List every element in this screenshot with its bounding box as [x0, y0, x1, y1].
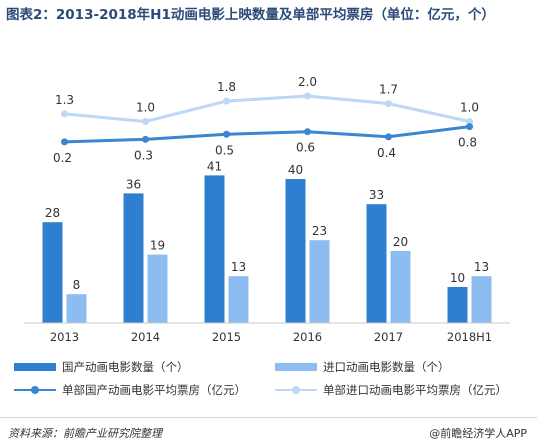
bar-series1	[42, 222, 63, 323]
x-tick-label: 2018H1	[447, 330, 492, 344]
bar-series1	[123, 193, 144, 323]
bar-value-label: 19	[150, 239, 165, 253]
bar-series1	[204, 175, 225, 323]
legend-item-bar2: 进口动画电影数量（个）	[275, 359, 450, 375]
bar-series1	[366, 204, 387, 323]
legend-label-bar2: 进口动画电影数量（个）	[323, 360, 450, 374]
line-value-label: 0.3	[134, 148, 153, 162]
x-tick-label: 2016	[293, 330, 322, 344]
bar-value-label: 28	[45, 206, 60, 220]
line-value-label: 1.0	[460, 101, 479, 115]
bar-series2	[66, 294, 87, 323]
bar-value-label: 41	[207, 159, 222, 173]
bar-value-label: 13	[474, 260, 489, 274]
line-value-label: 0.8	[458, 136, 477, 150]
line-value-label: 1.7	[379, 83, 398, 97]
line-series2	[64, 94, 470, 124]
x-tick-label: 2015	[212, 330, 241, 344]
legend-swatch-line1	[14, 385, 56, 395]
line-value-label: 0.6	[296, 141, 315, 155]
footer-divider	[0, 417, 537, 418]
line-point-series2	[61, 110, 68, 118]
line-point-series2	[466, 118, 473, 125]
line-point-series1	[466, 123, 473, 131]
line-value-label: 1.3	[55, 93, 74, 107]
bar-series2	[309, 240, 330, 323]
line-value-label: 0.2	[53, 151, 72, 165]
bar-value-label: 23	[312, 224, 327, 238]
legend-label-line2: 单部进口动画电影平均票房（亿元）	[323, 383, 507, 397]
line-point-series2	[304, 92, 311, 100]
line-value-label: 1.0	[136, 101, 155, 115]
line-value-label: 2.0	[298, 75, 317, 89]
line-point-series1	[385, 133, 392, 141]
bar-value-label: 8	[73, 278, 81, 292]
line-value-label: 1.8	[217, 80, 236, 94]
legend-item-line1: 单部国产动画电影平均票房（亿元）	[14, 382, 246, 398]
bar-series1	[447, 287, 468, 323]
line-point-series1	[61, 138, 68, 146]
x-tick-label: 2017	[374, 330, 403, 344]
bar-series2	[390, 251, 411, 323]
bar-value-label: 13	[231, 260, 246, 274]
bar-series2	[471, 276, 492, 323]
bar-value-label: 20	[393, 235, 408, 249]
legend-swatch-line2	[275, 385, 317, 395]
line-point-series2	[223, 97, 230, 105]
line-point-series2	[142, 118, 149, 125]
line-value-label: 0.4	[377, 146, 396, 160]
source-note: 资料来源：前瞻产业研究院整理	[8, 427, 162, 440]
bar-value-label: 33	[369, 188, 384, 202]
legend-item-bar1: 国产动画电影数量（个）	[14, 359, 189, 375]
line-point-series1	[223, 130, 230, 138]
line-series1	[64, 125, 470, 144]
line-value-label: 0.5	[215, 143, 234, 157]
chart-title: 图表2：2013-2018年H1动画电影上映数量及单部平均票房（单位：亿元，个）	[6, 7, 495, 23]
legend-label-line1: 单部国产动画电影平均票房（亿元）	[62, 383, 246, 397]
x-tick-label: 2013	[50, 330, 79, 344]
line-point-series2	[385, 100, 392, 108]
legend-item-line2: 单部进口动画电影平均票房（亿元）	[275, 382, 507, 398]
x-tick-label: 2014	[131, 330, 160, 344]
bar-value-label: 36	[126, 177, 141, 191]
bar-value-label: 40	[288, 163, 303, 177]
line-point-series1	[142, 135, 149, 143]
bar-series1	[285, 179, 306, 323]
line-point-series1	[304, 128, 311, 136]
legend-label-bar1: 国产动画电影数量（个）	[62, 360, 189, 374]
bar-value-label: 10	[450, 271, 465, 285]
legend-swatch-bar2	[275, 363, 317, 371]
bar-series2	[147, 254, 168, 323]
brand-credit: @前瞻经济学人APP	[429, 427, 527, 440]
bar-series2	[228, 276, 249, 323]
legend-swatch-bar1	[14, 363, 56, 371]
